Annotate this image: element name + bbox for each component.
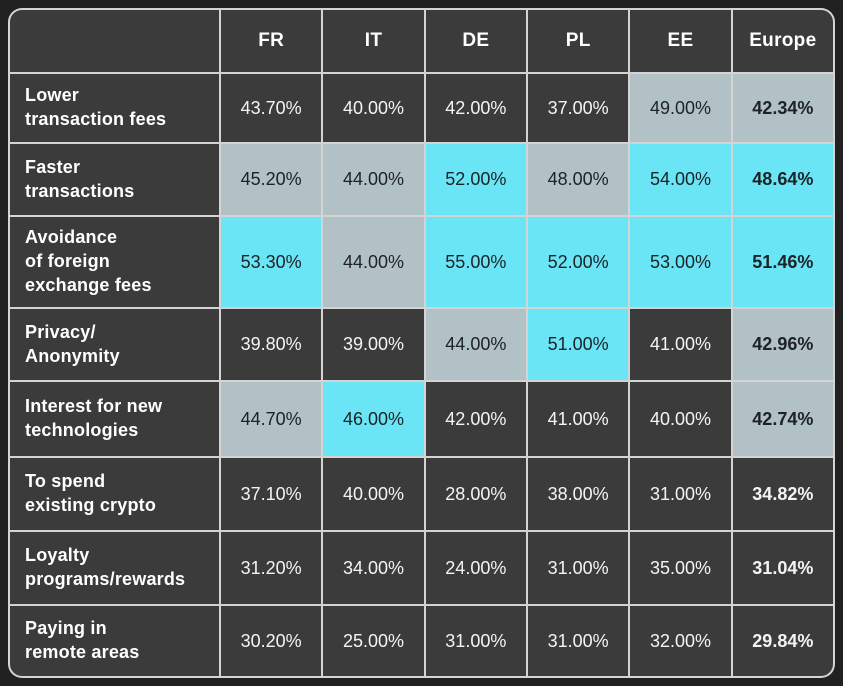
row-label-line: programs/rewards [25, 569, 186, 589]
column-header-it: IT [323, 10, 424, 72]
value-cell: 49.00% [630, 74, 731, 142]
row-label-line: Anonymity [25, 345, 120, 366]
value-cell: 40.00% [323, 74, 424, 142]
row-label-line: Avoidance [25, 227, 118, 248]
value-cell: 40.00% [323, 458, 424, 530]
row-label-line: existing crypto [25, 495, 157, 515]
corner-cell [10, 10, 219, 72]
row-label: Loyalty programs/rewards [10, 532, 219, 604]
value-cell: 39.80% [221, 309, 322, 380]
value-cell: 24.00% [425, 532, 526, 604]
value-cell: 29.84% [732, 606, 833, 676]
value-cell: 41.00% [528, 382, 629, 456]
value-cell: 51.46% [732, 217, 833, 307]
row-label-line: exchange fees [25, 274, 152, 295]
row-label: Privacy/Anonymity [10, 309, 219, 380]
row-label: To spend existing crypto [10, 458, 219, 530]
value-cell: 37.10% [221, 458, 322, 530]
value-cell: 40.00% [630, 382, 731, 456]
benefits-table-card: FR IT DE PL EE Europe Lower transaction fees 43.… [8, 8, 835, 678]
column-header-pl: PL [528, 10, 629, 72]
row-label-line: transaction fees [25, 109, 167, 129]
value-cell: 42.74% [732, 382, 833, 456]
value-cell: 44.70% [221, 382, 322, 456]
value-cell: 34.82% [732, 458, 833, 530]
value-cell: 52.00% [425, 144, 526, 215]
value-cell: 43.70% [221, 74, 322, 142]
row-label: Interest for new technologies [10, 382, 219, 456]
row-label-line: technologies [25, 420, 139, 440]
row-label-line: Privacy/ [25, 321, 96, 342]
value-cell: 31.20% [221, 532, 322, 604]
row-label-line: Paying in [25, 618, 107, 639]
value-cell: 44.00% [323, 144, 424, 215]
value-cell: 31.00% [528, 532, 629, 604]
value-cell: 38.00% [528, 458, 629, 530]
value-cell: 45.20% [221, 144, 322, 215]
value-cell: 51.00% [528, 309, 629, 380]
row-label-line: Lower [25, 85, 80, 106]
value-cell: 31.04% [732, 532, 833, 604]
value-cell: 42.00% [425, 382, 526, 456]
value-cell: 48.64% [732, 144, 833, 215]
row-label: Faster transactions [10, 144, 219, 215]
value-cell: 37.00% [528, 74, 629, 142]
row-label: Avoidance of foreign exchange fees [10, 217, 219, 307]
value-cell: 31.00% [528, 606, 629, 676]
column-header-fr: FR [221, 10, 322, 72]
value-cell: 41.00% [630, 309, 731, 380]
value-cell: 54.00% [630, 144, 731, 215]
row-label: Lower transaction fees [10, 74, 219, 142]
value-cell: 32.00% [630, 606, 731, 676]
value-cell: 44.00% [425, 309, 526, 380]
value-cell: 39.00% [323, 309, 424, 380]
value-cell: 25.00% [323, 606, 424, 676]
row-label-line: transactions [25, 180, 135, 201]
row-label-line: remote areas [25, 642, 140, 662]
value-cell: 30.20% [221, 606, 322, 676]
value-cell: 46.00% [323, 382, 424, 456]
row-label-line: of foreign [25, 251, 110, 272]
value-cell: 42.00% [425, 74, 526, 142]
value-cell: 34.00% [323, 532, 424, 604]
row-label-line: Interest for new [25, 396, 163, 417]
value-cell: 31.00% [425, 606, 526, 676]
value-cell: 42.34% [732, 74, 833, 142]
row-label-line: Faster [25, 156, 81, 177]
value-cell: 31.00% [630, 458, 731, 530]
value-cell: 53.30% [221, 217, 322, 307]
value-cell: 52.00% [528, 217, 629, 307]
row-label-line: To spend [25, 471, 106, 492]
value-cell: 44.00% [323, 217, 424, 307]
column-header-europe: Europe [732, 10, 833, 72]
value-cell: 53.00% [630, 217, 731, 307]
value-cell: 35.00% [630, 532, 731, 604]
value-cell: 55.00% [425, 217, 526, 307]
value-cell: 28.00% [425, 458, 526, 530]
value-cell: 42.96% [732, 309, 833, 380]
column-header-de: DE [425, 10, 526, 72]
benefits-heatmap-table: FR IT DE PL EE Europe Lower transaction fees 43.… [10, 10, 833, 676]
value-cell: 48.00% [528, 144, 629, 215]
column-header-ee: EE [630, 10, 731, 72]
row-label: Paying in remote areas [10, 606, 219, 676]
row-label-line: Loyalty [25, 545, 90, 566]
